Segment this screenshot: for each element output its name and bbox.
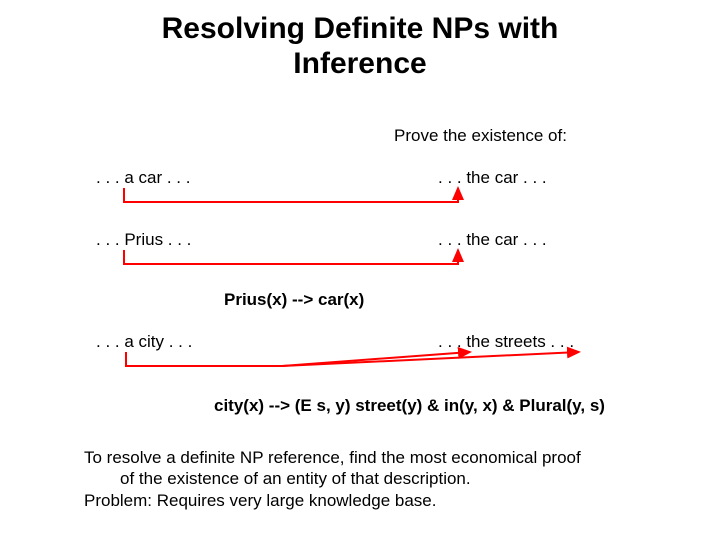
footer-block: To resolve a definite NP reference, find… — [84, 447, 581, 511]
arrow — [282, 352, 579, 366]
title-line2: Inference — [293, 47, 426, 80]
arrow — [124, 250, 458, 264]
arrow — [124, 188, 458, 202]
footer-line3: Problem: Requires very large knowledge b… — [84, 490, 581, 511]
title-line1: Resolving Definite NPs with — [162, 12, 559, 45]
subtitle: Prove the existence of: — [394, 126, 567, 146]
row3-left: . . . a city . . . — [96, 332, 192, 352]
row1-right: . . . the car . . . — [438, 168, 547, 188]
row2-left: . . . Prius . . . — [96, 230, 191, 250]
row3-right: . . . the streets . . . — [438, 332, 574, 352]
rule-city: city(x) --> (E s, y) street(y) & in(y, x… — [214, 396, 605, 416]
arrow — [126, 352, 470, 366]
footer-line2: of the existence of an entity of that de… — [84, 468, 581, 489]
row2-right: . . . the car . . . — [438, 230, 547, 250]
rule-prius: Prius(x) --> car(x) — [224, 290, 364, 310]
footer-line1: To resolve a definite NP reference, find… — [84, 447, 581, 468]
row1-left: . . . a car . . . — [96, 168, 190, 188]
